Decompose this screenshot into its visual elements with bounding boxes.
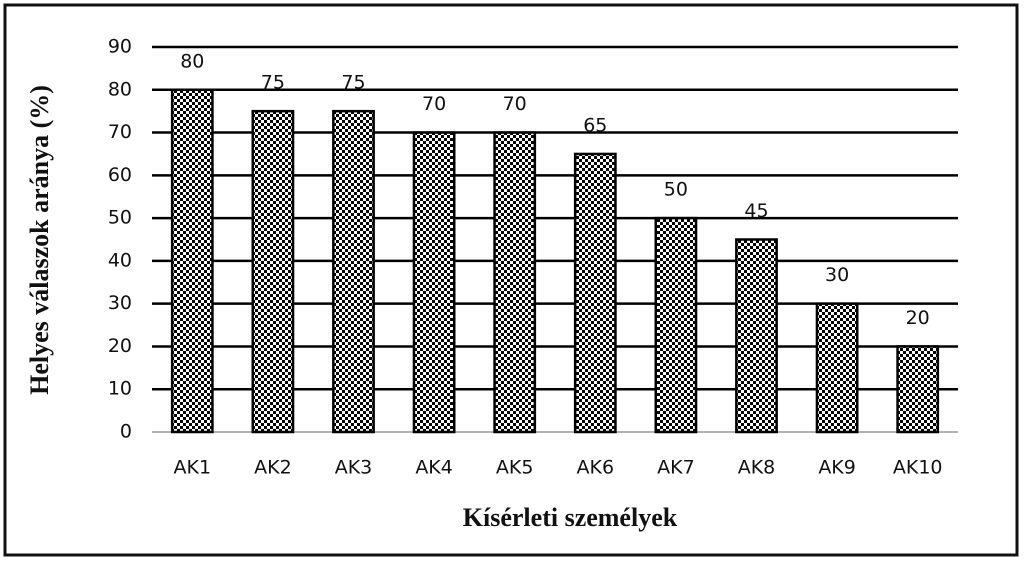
x-tick-label: AK4 [415,457,453,479]
data-label: 65 [583,114,607,136]
x-axis-title: Kísérleti személyek [463,503,678,532]
y-tick-label: 70 [108,121,132,143]
data-label: 20 [906,307,930,329]
x-tick-label: AK5 [496,457,534,479]
x-tick-label: AK1 [174,457,212,479]
data-label: 80 [180,50,204,72]
y-tick-label: 90 [108,36,132,58]
y-tick-label: 50 [108,207,132,229]
y-tick-label: 80 [108,78,132,100]
data-label: 70 [422,93,446,115]
bar [815,302,859,434]
data-label: 75 [261,72,285,94]
bar [573,152,617,434]
x-tick-label: AK8 [738,457,776,479]
x-tick-label: AK3 [335,457,373,479]
x-tick-label: AK9 [818,457,856,479]
x-tick-label: AK2 [254,457,292,479]
bar [412,131,456,434]
data-label: 45 [744,200,768,222]
bar [493,131,537,434]
bar [654,216,698,434]
y-tick-label: 60 [108,164,132,186]
x-tick-label: AK10 [893,457,943,479]
x-tick-label: AK6 [577,457,615,479]
data-label: 30 [825,264,849,286]
y-tick-label: 0 [120,421,132,443]
bar [896,345,940,434]
y-tick-label: 10 [108,378,132,400]
x-tick-label: AK7 [657,457,695,479]
y-axis-title: Helyes válaszok aránya (%) [25,85,54,395]
bar [170,88,214,434]
data-label: 50 [664,179,688,201]
y-tick-label: 30 [108,292,132,314]
y-tick-label: 40 [108,249,132,271]
bar [251,109,295,434]
frame [3,3,1019,557]
data-label: 70 [503,93,527,115]
bar [332,109,375,434]
bar [735,238,778,434]
y-tick-label: 20 [108,335,132,357]
data-label: 75 [341,72,365,94]
